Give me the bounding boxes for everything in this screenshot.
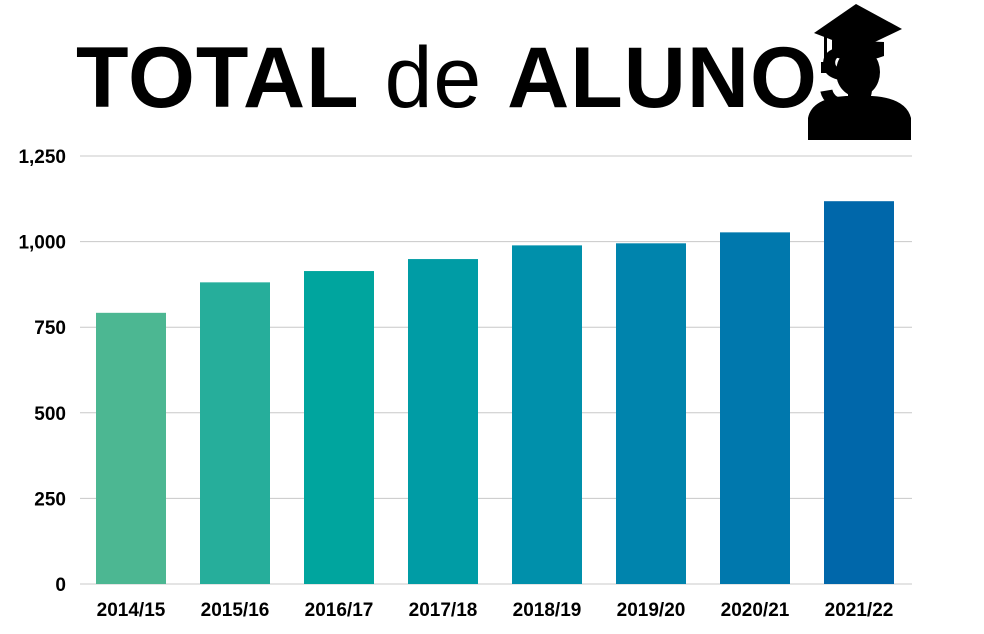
bar — [200, 282, 270, 584]
x-tick-label: 2021/22 — [825, 600, 894, 621]
y-tick-label: 250 — [34, 489, 66, 510]
bar — [616, 243, 686, 584]
y-tick-label: 500 — [34, 404, 66, 425]
x-tick-label: 2014/15 — [97, 600, 166, 621]
x-tick-label: 2018/19 — [513, 600, 582, 621]
y-tick-label: 1,250 — [18, 147, 66, 168]
x-tick-label: 2017/18 — [409, 600, 478, 621]
x-tick-label: 2019/20 — [617, 600, 686, 621]
bars — [96, 201, 894, 585]
x-tick-label: 2016/17 — [305, 600, 374, 621]
bar — [408, 259, 478, 584]
x-axis-ticks: 2014/15 2015/16 2016/17 2017/18 2018/19 2019/… — [97, 600, 894, 621]
bar — [824, 201, 894, 585]
x-tick-label: 2015/16 — [201, 600, 270, 621]
y-tick-label: 0 — [55, 575, 66, 596]
bar — [96, 312, 166, 584]
x-tick-label: 2020/21 — [721, 600, 790, 621]
y-axis-ticks: 0 250 500 750 1,000 1,250 — [18, 147, 66, 596]
y-tick-label: 750 — [34, 318, 66, 339]
bar — [512, 245, 582, 584]
bar — [720, 232, 790, 584]
bar — [304, 271, 374, 584]
title-de: de — [384, 30, 483, 126]
graduate-icon — [808, 4, 911, 140]
title-total: TOTAL — [76, 30, 360, 126]
y-tick-label: 1,000 — [18, 233, 66, 254]
